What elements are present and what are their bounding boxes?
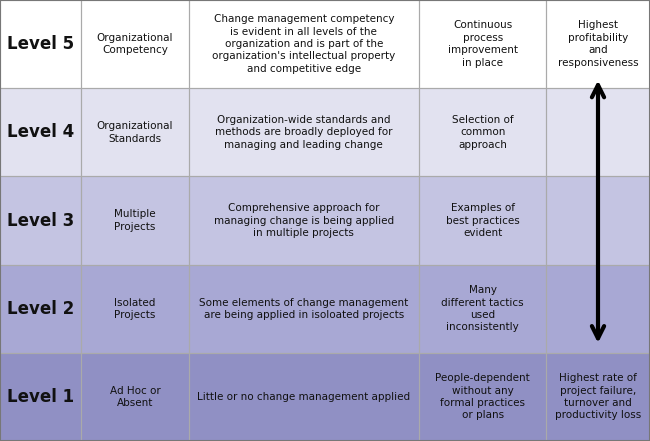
Bar [81, 88, 188, 176]
Bar [188, 353, 419, 441]
Bar [0, 0, 81, 88]
Bar [546, 0, 650, 88]
Bar [81, 265, 188, 353]
Bar [0, 176, 81, 265]
Text: Comprehensive approach for
managing change is being applied
in multiple projects: Comprehensive approach for managing chan… [214, 203, 394, 238]
Bar [0, 0, 81, 88]
Bar [81, 353, 188, 441]
Bar [81, 265, 188, 353]
Text: Level 4: Level 4 [7, 123, 74, 141]
Bar [546, 0, 650, 88]
Bar [81, 0, 188, 88]
Text: Highest rate of
project failure,
turnover and
productivity loss: Highest rate of project failure, turnove… [555, 373, 641, 421]
Bar [546, 265, 650, 353]
Text: Organizational
Competency: Organizational Competency [97, 33, 173, 55]
Text: Isolated
Projects: Isolated Projects [114, 298, 155, 320]
Bar [0, 176, 81, 265]
Bar [419, 353, 546, 441]
Text: Continuous
process
improvement
in place: Continuous process improvement in place [448, 20, 517, 68]
Bar [419, 176, 546, 265]
Text: Level 3: Level 3 [7, 212, 74, 229]
Bar [546, 265, 650, 353]
Bar [188, 176, 419, 265]
Bar [419, 353, 546, 441]
Bar [188, 88, 419, 176]
Bar [546, 176, 650, 265]
Text: Organizational
Standards: Organizational Standards [97, 121, 173, 143]
Bar [546, 88, 650, 176]
Text: Ad Hoc or
Absent: Ad Hoc or Absent [109, 386, 161, 408]
Text: Level 1: Level 1 [7, 388, 74, 406]
Bar [546, 353, 650, 441]
Bar [0, 265, 81, 353]
Bar [81, 353, 188, 441]
Bar [81, 176, 188, 265]
Bar [0, 88, 81, 176]
Text: Some elements of change management
are being applied in isoloated projects: Some elements of change management are b… [200, 298, 408, 320]
Text: Little or no change management applied: Little or no change management applied [198, 392, 410, 402]
Bar [419, 88, 546, 176]
Bar [81, 88, 188, 176]
Bar [188, 265, 419, 353]
Bar [419, 176, 546, 265]
Bar [0, 88, 81, 176]
Bar [546, 353, 650, 441]
Text: Selection of
common
approach: Selection of common approach [452, 115, 514, 149]
Text: Change management competency
is evident in all levels of the
organization and is: Change management competency is evident … [213, 14, 395, 74]
Text: Examples of
best practices
evident: Examples of best practices evident [446, 203, 519, 238]
Bar [419, 0, 546, 88]
Bar [546, 176, 650, 265]
Text: Multiple
Projects: Multiple Projects [114, 209, 156, 232]
Text: Level 2: Level 2 [7, 300, 74, 318]
Bar [188, 176, 419, 265]
Text: Many
different tactics
used
inconsistently: Many different tactics used inconsistent… [441, 285, 524, 333]
Bar [419, 265, 546, 353]
Bar [188, 0, 419, 88]
Bar [0, 353, 81, 441]
Text: Level 5: Level 5 [7, 35, 74, 53]
Text: People-dependent
without any
formal practices
or plans: People-dependent without any formal prac… [436, 373, 530, 421]
Bar [81, 0, 188, 88]
Bar [188, 0, 419, 88]
Bar [0, 353, 81, 441]
Bar [419, 0, 546, 88]
Text: Organization-wide standards and
methods are broadly deployed for
managing and le: Organization-wide standards and methods … [215, 115, 393, 149]
Bar [0, 265, 81, 353]
Bar [188, 88, 419, 176]
Bar [419, 88, 546, 176]
Bar [81, 176, 188, 265]
Bar [188, 265, 419, 353]
Text: Highest
profitability
and
responsiveness: Highest profitability and responsiveness [558, 20, 638, 68]
Bar [188, 353, 419, 441]
Bar [546, 88, 650, 176]
Bar [419, 265, 546, 353]
